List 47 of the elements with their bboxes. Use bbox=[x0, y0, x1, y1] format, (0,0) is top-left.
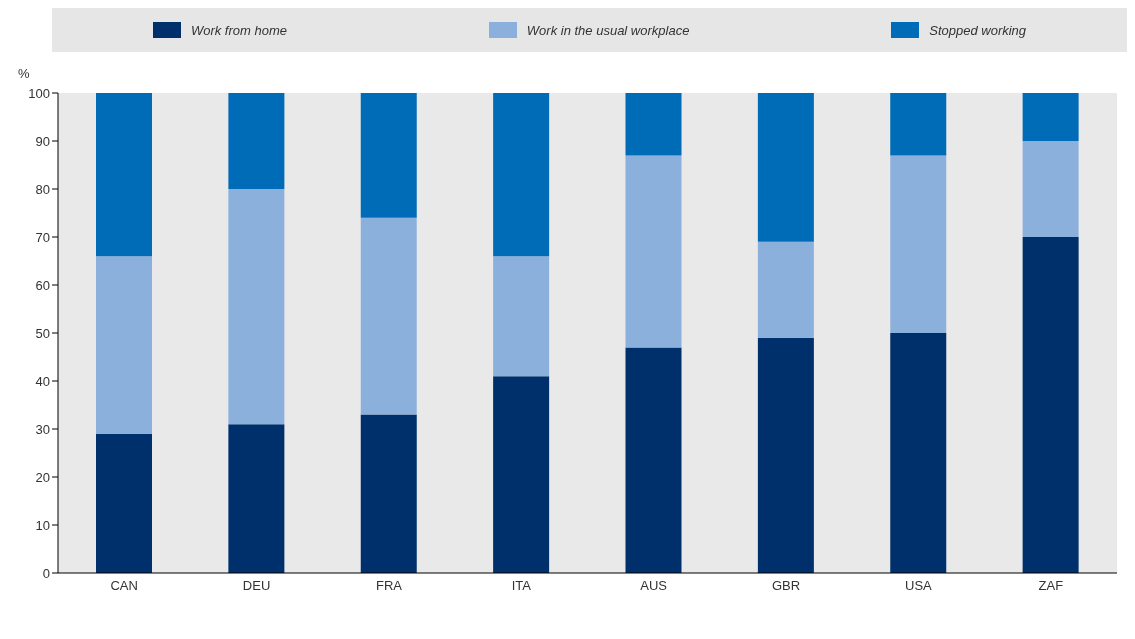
bar bbox=[890, 333, 947, 573]
bar bbox=[360, 93, 417, 218]
bar bbox=[96, 433, 152, 573]
bar bbox=[360, 414, 417, 573]
bar bbox=[228, 189, 285, 425]
y-tick-label: 40 bbox=[35, 373, 50, 389]
x-tick-label: GBR bbox=[771, 578, 801, 594]
bar bbox=[1022, 237, 1079, 573]
bar bbox=[890, 155, 947, 333]
bar bbox=[228, 93, 285, 189]
bar bbox=[625, 155, 682, 348]
bar bbox=[228, 424, 285, 573]
bar bbox=[625, 347, 682, 573]
bar bbox=[493, 376, 550, 573]
bar bbox=[1022, 141, 1079, 237]
x-tick-label: FRA bbox=[375, 578, 403, 594]
y-tick-label: 20 bbox=[35, 469, 50, 485]
x-tick-label: AUS bbox=[640, 578, 668, 594]
bar bbox=[1022, 93, 1079, 141]
bar bbox=[757, 241, 814, 338]
legend-label: Work in the usual workplace bbox=[526, 22, 690, 38]
bar bbox=[493, 256, 550, 377]
y-tick-label: 50 bbox=[35, 325, 50, 341]
bar bbox=[625, 93, 682, 156]
bar bbox=[360, 217, 417, 415]
bar bbox=[890, 93, 947, 156]
x-tick-label: ITA bbox=[511, 578, 532, 594]
bar bbox=[757, 337, 814, 573]
legend-label: Stopped working bbox=[929, 22, 1027, 38]
bar bbox=[96, 93, 152, 257]
bar bbox=[493, 93, 550, 257]
legend-label: Work from home bbox=[190, 22, 287, 38]
y-tick-label: 0 bbox=[42, 565, 50, 581]
x-tick-label: CAN bbox=[110, 578, 138, 594]
y-axis-title: % bbox=[18, 66, 31, 81]
x-tick-label: USA bbox=[905, 578, 933, 594]
y-tick-label: 80 bbox=[35, 181, 50, 197]
bar bbox=[96, 256, 152, 434]
y-tick-label: 10 bbox=[35, 517, 50, 533]
y-tick-label: 70 bbox=[35, 229, 50, 245]
y-tick-label: 100 bbox=[28, 85, 50, 101]
x-tick-label: ZAF bbox=[1038, 578, 1064, 594]
y-tick-label: 30 bbox=[35, 421, 50, 437]
bar bbox=[757, 93, 814, 242]
y-tick-label: 60 bbox=[35, 277, 50, 293]
y-tick-label: 90 bbox=[35, 133, 50, 149]
x-tick-label: DEU bbox=[242, 578, 271, 594]
